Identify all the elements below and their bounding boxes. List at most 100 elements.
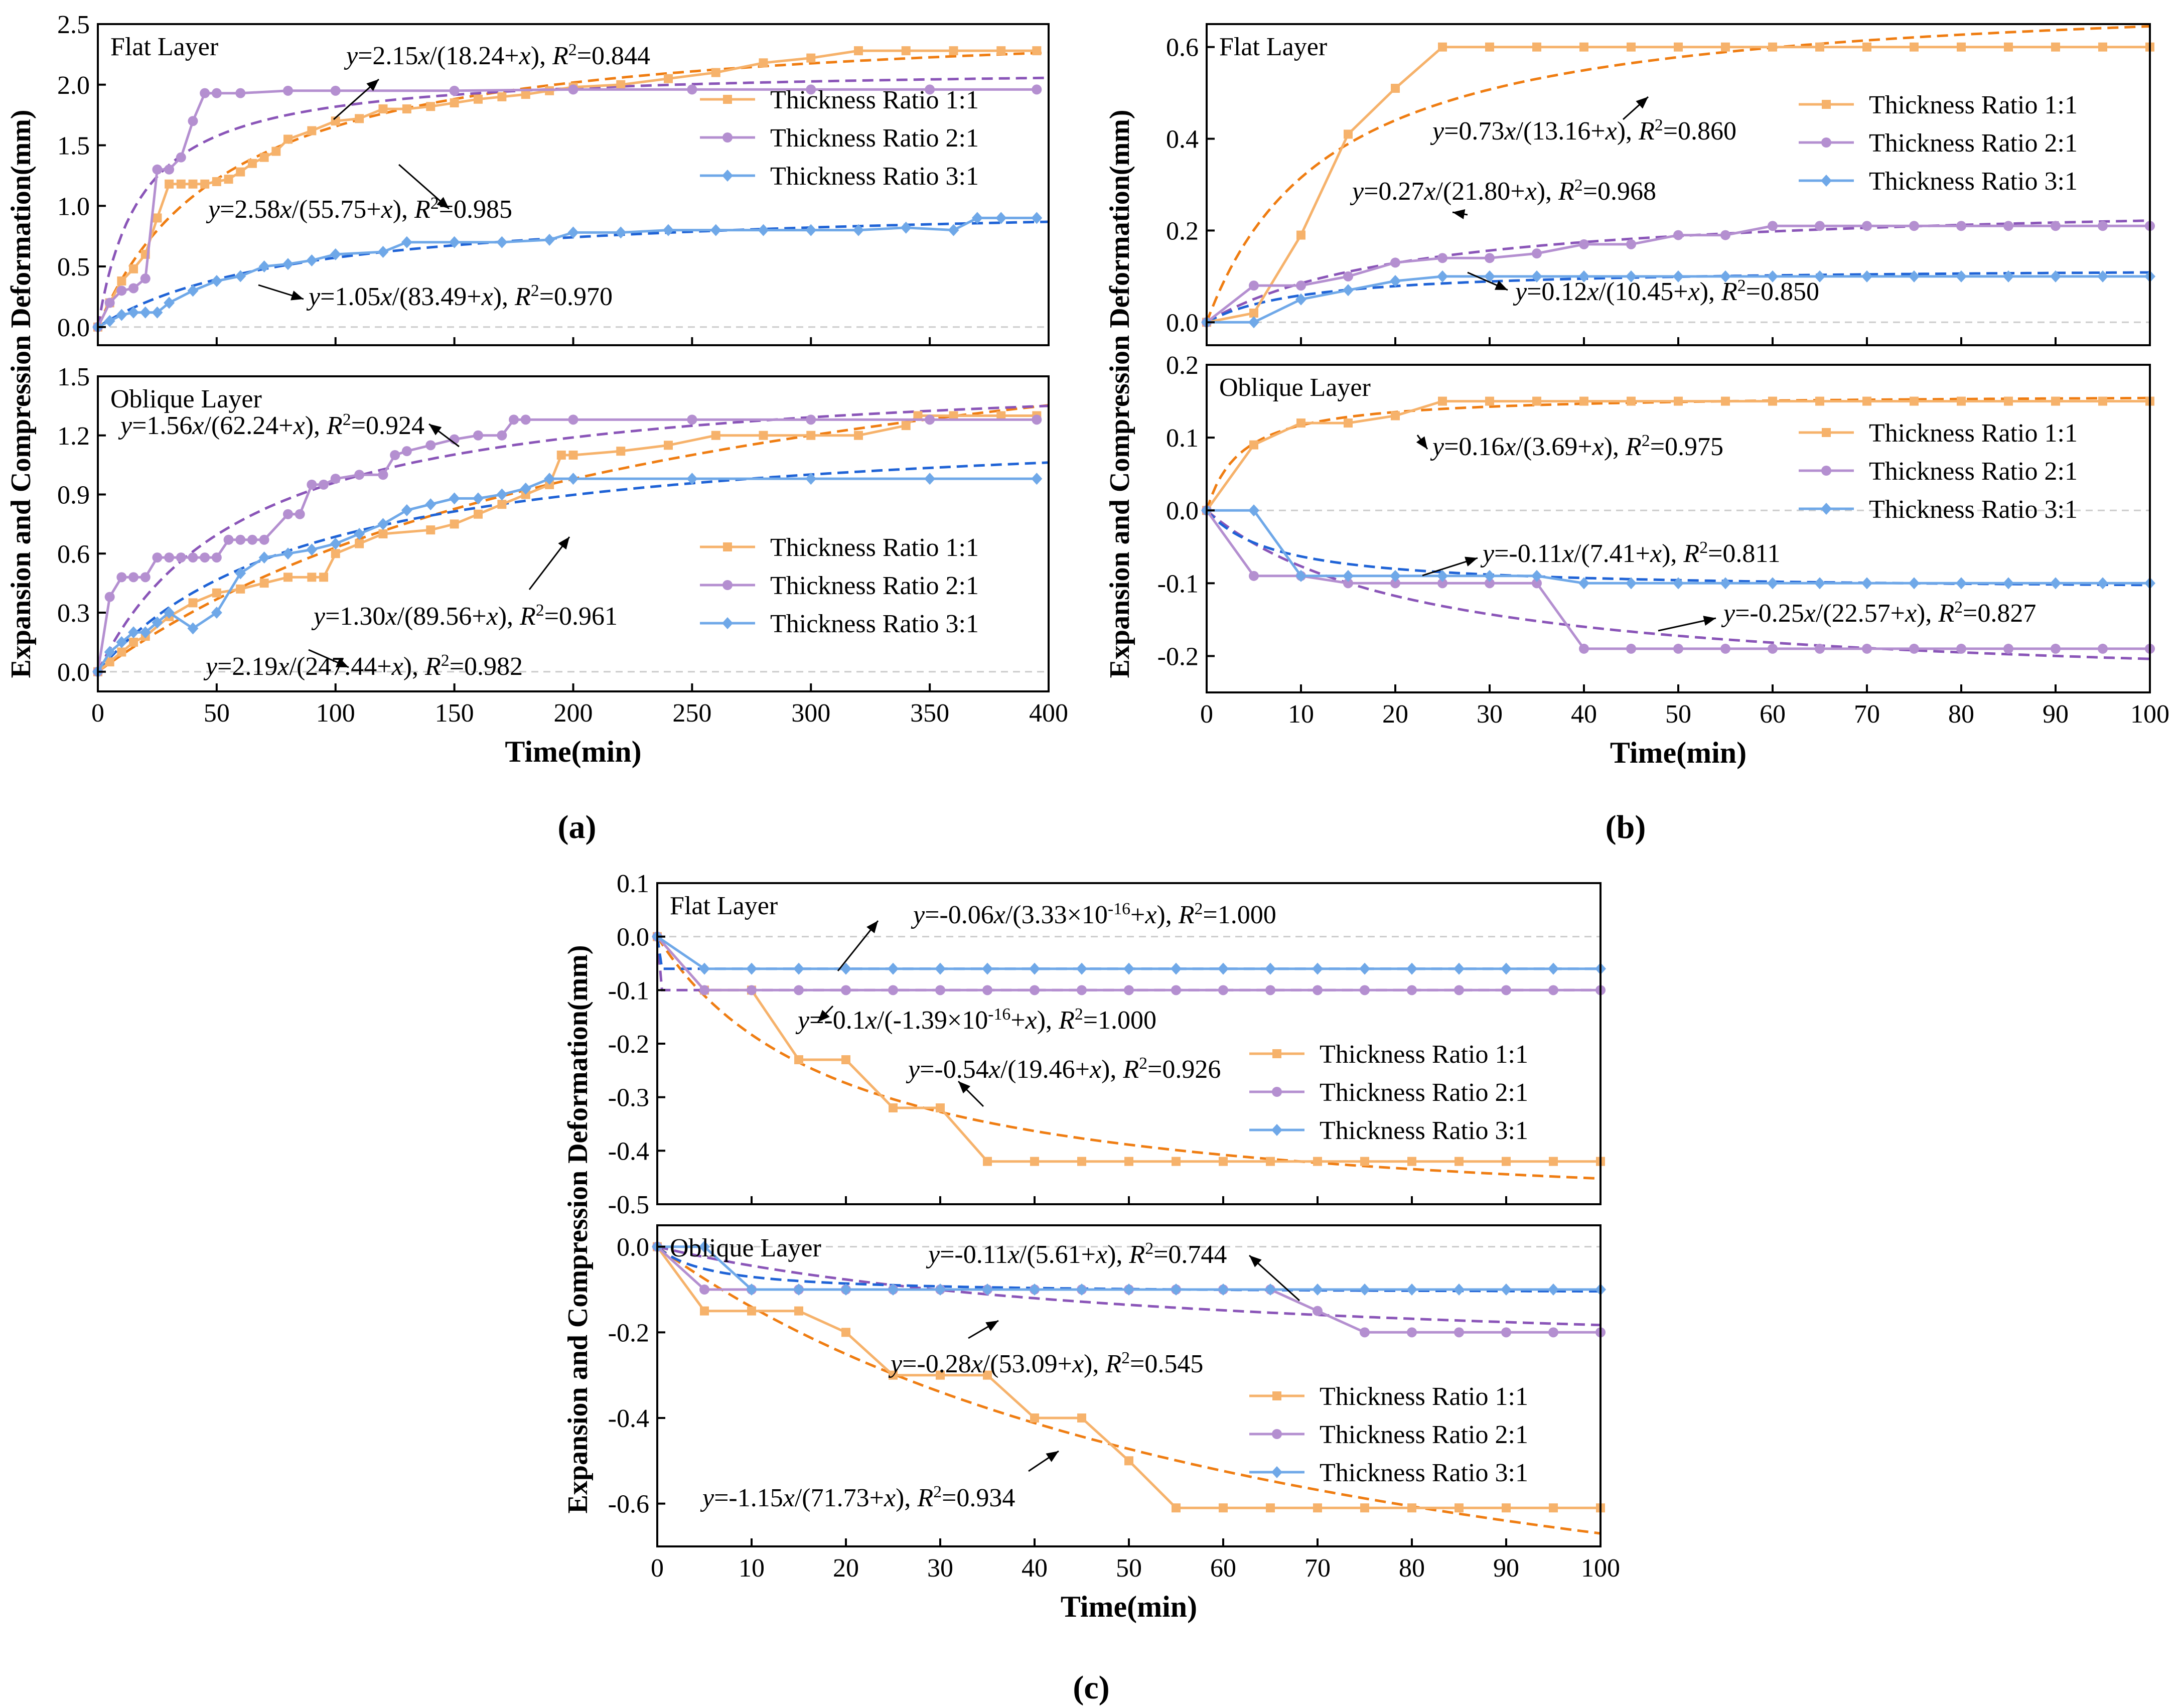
- data-point: [1910, 396, 1919, 406]
- data-point: [1031, 473, 1043, 485]
- data-point: [1172, 1157, 1181, 1166]
- data-point: [247, 159, 257, 168]
- data-point: [664, 74, 673, 83]
- data-point: [1076, 1284, 1087, 1296]
- data-point: [450, 519, 459, 529]
- data-point: [687, 414, 697, 425]
- data-point: [355, 539, 364, 548]
- arrow-head: [958, 1081, 971, 1094]
- equation-part: =0.27: [1364, 177, 1424, 206]
- arrow-head: [1465, 556, 1478, 566]
- equation-part: y: [344, 42, 358, 70]
- x-tick-label: 150: [435, 699, 474, 728]
- data-point: [949, 46, 958, 56]
- data-point: [319, 573, 329, 582]
- data-point: [1674, 42, 1683, 52]
- y-tick-label: 0.4: [1166, 125, 1199, 154]
- data-point: [401, 446, 412, 457]
- x-tick-label: 30: [1477, 700, 1503, 729]
- data-point: [176, 179, 186, 189]
- equation-part: x: [1592, 433, 1604, 461]
- equation-part: =-0.28: [902, 1350, 971, 1378]
- data-point: [806, 53, 816, 63]
- data-point: [283, 85, 293, 96]
- arrow-head: [437, 197, 449, 209]
- data-point: [223, 534, 234, 545]
- data-point: [2098, 42, 2107, 52]
- x-tick-label: 80: [1399, 1554, 1425, 1583]
- data-point: [913, 411, 923, 420]
- data-point: [1957, 396, 1966, 406]
- data-point: [888, 985, 898, 995]
- data-point: [129, 637, 138, 647]
- data-point: [663, 224, 674, 236]
- equation-part: =0.975: [1650, 433, 1723, 461]
- equation-part: =-1.15: [714, 1484, 783, 1512]
- data-point: [426, 102, 435, 111]
- data-point: [496, 236, 508, 248]
- data-point: [449, 492, 460, 505]
- arrow-head: [1495, 280, 1508, 290]
- data-point: [1579, 42, 1588, 52]
- data-point: [176, 552, 186, 563]
- data-point: [699, 1285, 709, 1295]
- x-axis-label: Time(min): [505, 735, 641, 768]
- data-point: [236, 584, 245, 594]
- data-point: [794, 1055, 803, 1064]
- equation-part: R: [1058, 1006, 1075, 1035]
- data-point: [140, 572, 151, 583]
- legend-marker: [1272, 1087, 1282, 1097]
- x-tick-label: 300: [791, 699, 830, 728]
- data-point: [449, 236, 460, 248]
- equation-part: y: [906, 1055, 920, 1084]
- equation-part: =0.744: [1153, 1240, 1227, 1269]
- data-point: [283, 134, 293, 144]
- y-tick-label: 1.5: [57, 363, 90, 391]
- data-point: [473, 492, 484, 505]
- data-point: [307, 573, 317, 582]
- data-point: [2097, 270, 2108, 282]
- data-point: [1485, 578, 1495, 589]
- data-point: [935, 962, 946, 975]
- data-point: [925, 414, 935, 425]
- equation-part: =-0.54: [920, 1055, 989, 1084]
- data-point: [1909, 221, 1919, 231]
- data-point: [1218, 1284, 1229, 1296]
- data-point: [2003, 221, 2013, 231]
- data-point: [1312, 962, 1323, 975]
- y-tick-label: 2.0: [57, 71, 90, 100]
- fit-equation: y=1.05x/(83.49+x), R2=0.970: [306, 281, 613, 312]
- data-point: [1484, 570, 1495, 582]
- equation-part: ),: [1037, 1006, 1059, 1035]
- data-point: [212, 177, 221, 186]
- equation-part: R: [1178, 901, 1195, 929]
- data-point: [616, 447, 626, 456]
- equation-part: =2.58: [220, 195, 280, 224]
- equation-part: /(-1.39×10: [877, 1006, 988, 1035]
- data-point: [306, 254, 318, 266]
- data-point: [1437, 570, 1448, 582]
- equation-part: x: [865, 1006, 877, 1035]
- legend-marker: [723, 95, 732, 104]
- equation-part: y: [1513, 277, 1527, 306]
- data-point: [521, 90, 530, 99]
- data-point: [235, 567, 246, 580]
- data-point: [982, 1284, 993, 1296]
- data-point: [936, 1103, 945, 1112]
- equation-superscript: 2: [1642, 432, 1650, 450]
- y-tick-label: -0.6: [608, 1490, 649, 1519]
- data-point: [1313, 1503, 1322, 1513]
- data-point: [759, 58, 768, 68]
- data-point: [1407, 1327, 1417, 1338]
- fit-equation: y=1.56x/(62.24+x), R2=0.924: [118, 410, 424, 441]
- data-point: [1956, 270, 1967, 282]
- data-point: [971, 212, 983, 224]
- y-tick-label: -0.2: [608, 1030, 649, 1059]
- data-point: [900, 221, 912, 234]
- equation-part: x: [884, 1484, 896, 1512]
- data-point: [2051, 221, 2061, 231]
- fit-curve: [96, 51, 1049, 328]
- data-point: [1312, 1284, 1323, 1296]
- data-point: [450, 98, 459, 107]
- data-point: [793, 962, 804, 975]
